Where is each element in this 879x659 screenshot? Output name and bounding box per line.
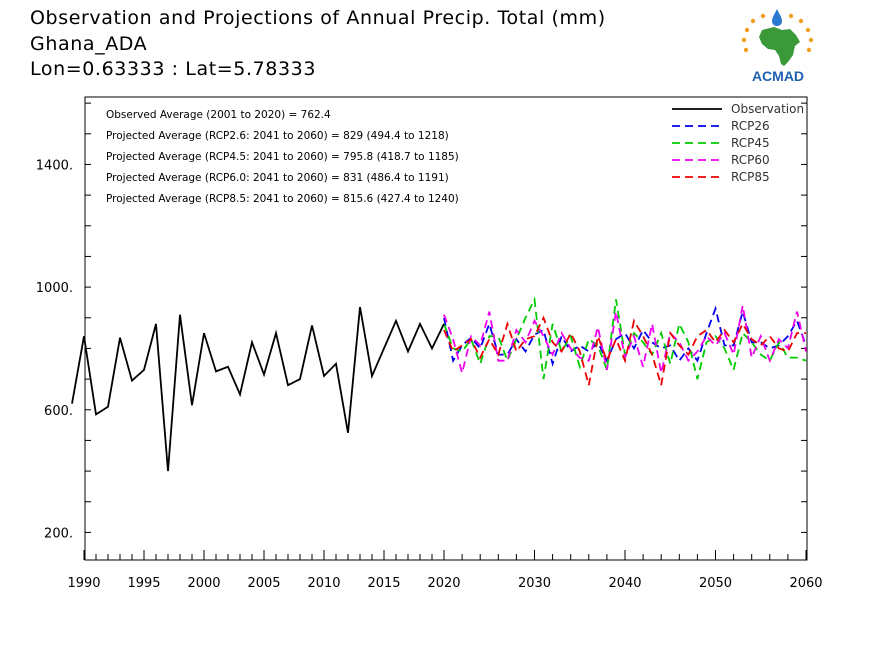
stat-line: Observed Average (2001 to 2020) = 762.4 (106, 109, 331, 121)
legend-label: RCP45 (731, 136, 770, 150)
x-tick-label: 1990 (67, 576, 100, 591)
legend-label: RCP26 (731, 119, 770, 133)
legend-label: RCP60 (731, 153, 770, 167)
series-lines (71, 296, 807, 472)
x-tick-label: 2015 (367, 576, 400, 591)
x-tick-label: 2010 (307, 576, 340, 591)
stats-annotations: Observed Average (2001 to 2020) = 762.4 P… (106, 109, 459, 205)
x-tick-label: 2020 (427, 576, 460, 591)
water-drop-icon (772, 9, 782, 26)
x-tick-label: 2060 (789, 576, 822, 591)
chart-title: Observation and Projections of Annual Pr… (30, 7, 606, 29)
stat-line: Projected Average (RCP4.5: 2041 to 2060)… (106, 151, 459, 163)
stat-line: Projected Average (RCP2.6: 2041 to 2060)… (106, 130, 449, 142)
x-tick-label: 2040 (608, 576, 641, 591)
axis-tick-labels: 200. 600. 1000. 1400. 1990 1995 2000 2005 2010 20… (36, 158, 823, 591)
series-line-rcp60 (443, 305, 807, 374)
x-tick-label: 2000 (187, 576, 220, 591)
x-tick-label: 2030 (518, 576, 551, 591)
x-tick-label: 2050 (699, 576, 732, 591)
series-line-rcp85 (443, 315, 806, 386)
y-tick-label: 600. (44, 404, 73, 419)
stat-line: Projected Average (RCP8.5: 2041 to 2060)… (106, 193, 459, 205)
stat-line: Projected Average (RCP6.0: 2041 to 2060)… (106, 172, 449, 184)
acmad-logo: ACMAD (741, 9, 814, 84)
plot-frame (84, 96, 808, 561)
location-name: Ghana_ADA (30, 33, 148, 55)
legend-label: RCP85 (731, 170, 770, 184)
legend-label: Observation (731, 102, 804, 116)
legend: Observation RCP26 RCP45 RCP60 RCP85 (672, 102, 804, 184)
sun-rays-icon (741, 13, 814, 53)
acmad-logo-text: ACMAD (752, 68, 804, 84)
africa-map-icon (759, 27, 800, 66)
y-tick-label: 200. (44, 526, 73, 541)
series-line-observation (71, 306, 445, 472)
y-tick-label: 1400. (36, 158, 73, 173)
axis-ticks (83, 102, 807, 560)
x-tick-label: 1995 (127, 576, 160, 591)
y-tick-label: 1000. (36, 281, 73, 296)
x-tick-label: 2005 (247, 576, 280, 591)
coordinates-label: Lon=0.63333 : Lat=5.78333 (30, 58, 317, 80)
